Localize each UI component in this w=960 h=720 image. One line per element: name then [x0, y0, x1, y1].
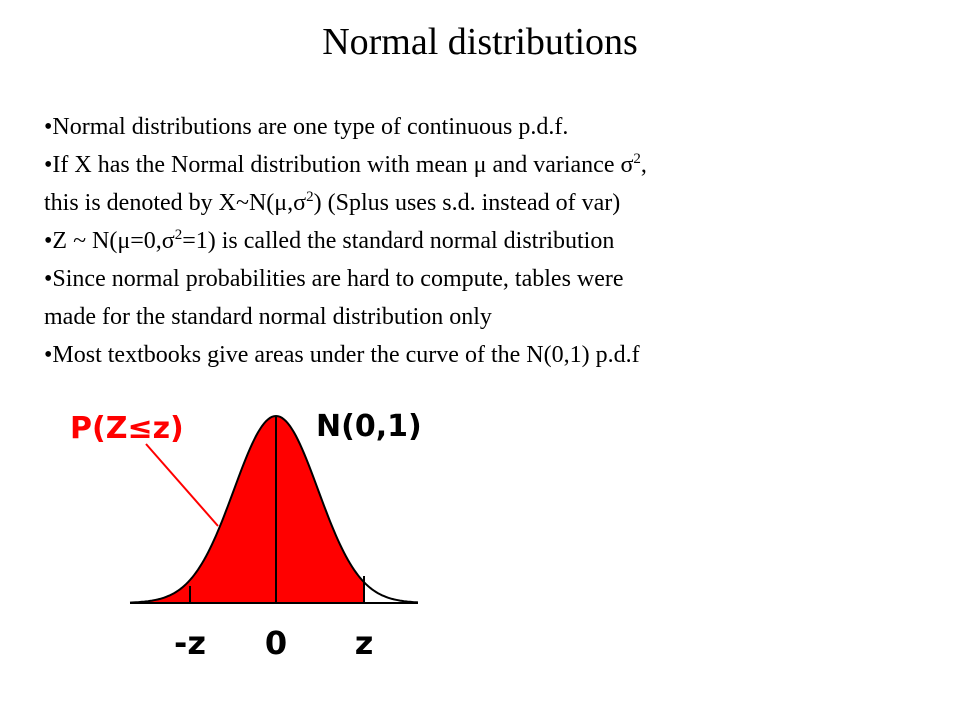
bullet-5: •Most textbooks give areas under the cur…: [44, 336, 924, 374]
bullet-text: Most textbooks give areas under the curv…: [52, 342, 640, 368]
shaded-area: [130, 416, 364, 603]
tick-label-neg-z: -z: [174, 624, 206, 662]
bullet-list: •Normal distributions are one type of co…: [44, 108, 924, 374]
bullet-text: If X has the Normal distribution with me…: [52, 152, 474, 178]
bullet-3: •Z ~ N(μ=0,σ2=1) is called the standard …: [44, 222, 924, 260]
mu-symbol: μ: [274, 190, 288, 216]
bullet-text: this is denoted by X~N(: [44, 190, 275, 216]
bullet-text: made for the standard normal distributio…: [44, 304, 492, 330]
bullet-marker: •: [44, 114, 53, 140]
bullet-text: Normal distributions are one type of con…: [52, 114, 569, 140]
bullet-text: =1) is called the standard normal distri…: [182, 228, 615, 254]
mu-symbol: μ: [117, 228, 131, 254]
distribution-label: N(0,1): [316, 409, 422, 444]
mu-symbol: μ: [473, 152, 487, 178]
bullet-marker: •: [44, 152, 53, 178]
bullet-text: ) (Splus uses s.d. instead of var): [313, 190, 621, 216]
sigma-symbol: σ: [620, 152, 634, 178]
bullet-marker: •: [44, 266, 53, 292]
probability-label: P(Z≤z): [70, 411, 184, 446]
sigma-symbol: σ: [161, 228, 175, 254]
bullet-text: ,: [287, 190, 294, 216]
normal-curve-svg: P(Z≤z) N(0,1) -z 0 z: [70, 409, 422, 662]
bullet-text: =0,: [130, 228, 162, 254]
bullet-text: Z ~ N(: [52, 228, 118, 254]
bullet-2: •If X has the Normal distribution with m…: [44, 146, 924, 222]
bullet-marker: •: [44, 228, 53, 254]
tick-label-zero: 0: [265, 624, 287, 662]
superscript: 2: [174, 227, 183, 243]
slide-title: Normal distributions: [322, 21, 638, 63]
pointer-line: [145, 443, 219, 527]
bullet-marker: •: [44, 342, 53, 368]
tick-label-z: z: [355, 624, 374, 662]
sigma-symbol: σ: [293, 190, 307, 216]
bullet-text: Since normal probabilities are hard to c…: [52, 266, 624, 292]
bullet-4: •Since normal probabilities are hard to …: [44, 260, 924, 336]
bullet-text: ,: [640, 152, 647, 178]
superscript: 2: [633, 151, 641, 167]
bullet-text: and variance: [486, 152, 621, 178]
superscript: 2: [306, 189, 314, 205]
bullet-1: •Normal distributions are one type of co…: [44, 108, 924, 146]
normal-curve-figure: P(Z≤z) N(0,1) -z 0 z: [50, 386, 450, 686]
density-curve: [129, 414, 419, 604]
